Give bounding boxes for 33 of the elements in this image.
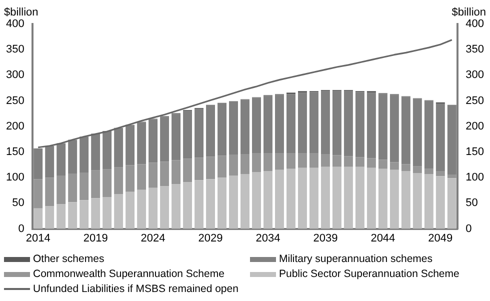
x-tick-label: 2049 [428,232,453,244]
legend-label: Military superannuation schemes [279,253,432,265]
x-tick-label: 2024 [140,232,166,244]
y-tick-label: 200 [6,120,24,132]
y-tick-label: 400 [6,18,24,30]
x-tick-label: 2014 [26,232,50,244]
y-axis-title: $billion [4,6,38,19]
y2-tick-label: 400 [466,18,484,30]
x-tick-label: 2019 [83,232,108,244]
x-tick-label: 2039 [313,232,338,244]
y2-tick-label: 350 [466,44,484,56]
y2-tick-label: 0 [466,222,472,235]
y2-tick-label: 200 [466,120,484,132]
y-tick-label: 100 [6,172,24,184]
y2-tick-label: 300 [466,69,484,82]
y2-tick-label: 100 [466,172,484,184]
y-tick-label: 300 [6,69,24,82]
legend-label: Other schemes [33,253,104,265]
x-tick-label: 2029 [198,232,223,244]
y-tick-label: 150 [6,146,24,158]
legend-label: Unfunded Liabilities if MSBS remained open [33,283,238,295]
y2-tick-label: 250 [466,94,484,107]
y-tick-label: 350 [6,44,24,56]
y2-tick-label: 150 [466,146,484,158]
x-tick-label: 2044 [370,232,396,244]
x-tick-label: 2034 [256,232,280,244]
legend-label: Public Sector Superannuation Scheme [279,268,460,280]
y-tick-label: 0 [18,222,24,235]
legend-label: Commonwealth Superannuation Scheme [33,268,224,280]
y-tick-label: 50 [12,197,24,210]
y2-axis-title: $billion [452,6,486,19]
y-tick-label: 250 [6,94,24,107]
y2-tick-label: 50 [466,197,478,210]
